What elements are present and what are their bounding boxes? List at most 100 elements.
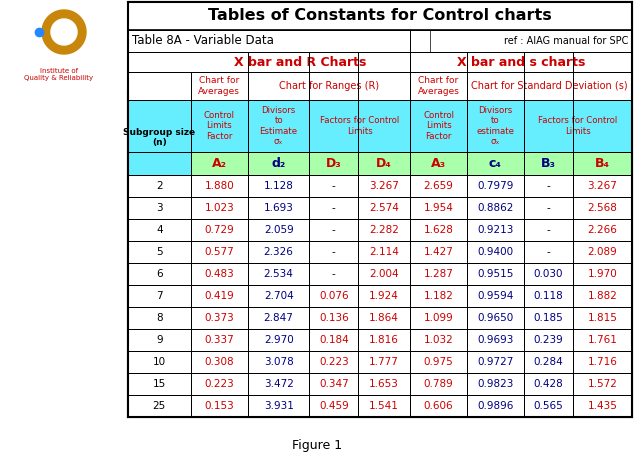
Text: -: -	[332, 181, 336, 191]
Bar	[309, 329, 358, 351]
Bar	[410, 351, 467, 373]
Text: Chart for Ranges (R): Chart for Ranges (R)	[279, 81, 379, 91]
Text: 8: 8	[156, 313, 162, 323]
Text: 0.153: 0.153	[204, 401, 234, 411]
Text: 0.9213: 0.9213	[477, 225, 514, 235]
Bar	[410, 175, 467, 197]
Bar	[128, 100, 191, 175]
Bar	[524, 219, 573, 241]
Bar	[467, 307, 524, 329]
Bar	[410, 329, 467, 351]
Text: 1.182: 1.182	[424, 291, 453, 301]
Bar	[128, 72, 191, 100]
Bar	[467, 285, 524, 307]
Text: Divisors
to
estimate
σₓ: Divisors to estimate σₓ	[476, 106, 514, 146]
Bar	[128, 351, 191, 373]
Bar	[467, 351, 524, 373]
Bar	[128, 373, 191, 395]
Text: 0.030: 0.030	[533, 269, 563, 279]
Text: 0.9896: 0.9896	[477, 401, 514, 411]
Text: 3.472: 3.472	[264, 379, 294, 389]
Text: 9: 9	[156, 335, 162, 345]
Text: 2.282: 2.282	[370, 225, 399, 235]
Text: 2.847: 2.847	[264, 313, 294, 323]
Text: 0.729: 0.729	[204, 225, 234, 235]
Bar	[309, 373, 358, 395]
Bar	[358, 241, 410, 263]
Bar	[128, 263, 191, 285]
Bar	[128, 307, 191, 329]
Bar	[191, 219, 248, 241]
Bar	[573, 307, 632, 329]
Bar	[248, 197, 309, 219]
Bar	[191, 241, 248, 263]
Bar	[358, 373, 410, 395]
Bar	[358, 263, 410, 285]
Bar	[128, 52, 410, 72]
Bar	[410, 395, 467, 417]
Text: 0.239: 0.239	[533, 335, 563, 345]
Bar	[573, 241, 632, 263]
Bar	[191, 395, 248, 417]
Bar	[573, 263, 632, 285]
Bar	[410, 373, 467, 395]
Bar	[309, 241, 358, 263]
Bar	[248, 263, 309, 285]
Bar	[573, 152, 632, 175]
Bar	[573, 373, 632, 395]
Text: Table 8A - Variable Data: Table 8A - Variable Data	[132, 34, 274, 47]
Text: 1.541: 1.541	[370, 401, 399, 411]
Text: X bar and s charts: X bar and s charts	[457, 55, 585, 69]
Text: -: -	[332, 203, 336, 213]
Text: 0.373: 0.373	[204, 313, 234, 323]
Text: d₂: d₂	[271, 157, 286, 170]
Text: 3.078: 3.078	[264, 357, 294, 367]
Bar	[467, 197, 524, 219]
Bar	[410, 307, 467, 329]
Text: 1.435: 1.435	[587, 401, 618, 411]
Text: 10: 10	[153, 357, 166, 367]
Text: 1.287: 1.287	[424, 269, 453, 279]
Text: 1.099: 1.099	[424, 313, 453, 323]
Bar	[467, 241, 524, 263]
Text: 1.816: 1.816	[370, 335, 399, 345]
Text: 1.970: 1.970	[588, 269, 617, 279]
Text: 0.9727: 0.9727	[477, 357, 514, 367]
Bar	[524, 175, 573, 197]
Text: 1.032: 1.032	[424, 335, 453, 345]
Bar	[309, 100, 410, 152]
Bar	[573, 329, 632, 351]
Text: 0.185: 0.185	[533, 313, 563, 323]
Bar	[191, 72, 248, 100]
Bar	[191, 329, 248, 351]
Text: 1.128: 1.128	[264, 181, 294, 191]
Bar	[524, 263, 573, 285]
Text: 6: 6	[156, 269, 162, 279]
Bar	[128, 197, 191, 219]
Bar	[467, 152, 524, 175]
Text: 2.574: 2.574	[370, 203, 399, 213]
Text: 1.628: 1.628	[424, 225, 453, 235]
Bar	[467, 373, 524, 395]
Text: 2.114: 2.114	[370, 247, 399, 257]
Bar	[309, 100, 358, 152]
Text: Institute of
Quality & Reliability: Institute of Quality & Reliability	[25, 68, 94, 81]
Text: 0.565: 0.565	[533, 401, 563, 411]
Bar	[524, 307, 573, 329]
Text: 0.308: 0.308	[204, 357, 234, 367]
Bar	[309, 152, 358, 175]
Bar	[573, 285, 632, 307]
Text: 1.954: 1.954	[424, 203, 453, 213]
Bar	[128, 2, 632, 417]
Bar	[128, 285, 191, 307]
Bar	[248, 219, 309, 241]
Bar	[467, 263, 524, 285]
Text: Chart for Standard Deviation (s): Chart for Standard Deviation (s)	[471, 81, 628, 91]
Bar	[358, 351, 410, 373]
Text: 0.606: 0.606	[424, 401, 453, 411]
Bar	[191, 197, 248, 219]
Bar	[524, 351, 573, 373]
Text: Subgroup size
(n): Subgroup size (n)	[123, 128, 195, 147]
Bar	[524, 373, 573, 395]
Bar	[358, 197, 410, 219]
